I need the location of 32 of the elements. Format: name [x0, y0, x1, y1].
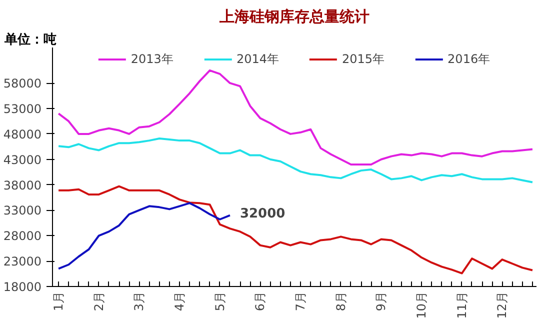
x-tick-label: 1月 — [52, 291, 66, 312]
x-tick-label: 4月 — [172, 291, 187, 312]
x-tick-label: 2月 — [92, 291, 106, 312]
y-tick-label: 43000 — [3, 152, 42, 167]
y-tick-label: 28000 — [3, 229, 42, 244]
x-tick-label: 3月 — [132, 291, 146, 312]
y-tick-label: 58000 — [3, 76, 42, 91]
line-series — [58, 185, 534, 274]
line-series — [58, 138, 534, 184]
legend-label: 2013年 — [130, 50, 174, 68]
y-tick-label: 53000 — [3, 102, 42, 116]
legend-label: 2015年 — [342, 50, 385, 68]
x-tick-label: 12月 — [495, 291, 510, 319]
x-tick-label: 7月 — [294, 291, 308, 312]
x-tick-label: 10月 — [414, 291, 429, 319]
line-series — [58, 69, 534, 166]
y-tick-label: 23000 — [3, 254, 42, 269]
x-tick-label: 9月 — [374, 291, 388, 312]
line-series — [58, 202, 231, 270]
y-tick-label: 48000 — [3, 127, 42, 142]
x-tick-label: 6月 — [253, 291, 268, 312]
x-tick-label: 11月 — [454, 291, 469, 319]
y-tick-label: 18000 — [3, 280, 42, 294]
y-tick-label: 38000 — [3, 178, 42, 192]
y-axis-title: 单位：吨 — [4, 32, 56, 48]
x-tick-label: 8月 — [334, 291, 348, 312]
annotation: 32000 — [240, 206, 286, 222]
y-tick-label: 33000 — [3, 204, 42, 218]
legend-label: 2016年 — [448, 50, 490, 68]
legend-label: 2014年 — [236, 50, 279, 68]
x-tick-label: 5月 — [212, 291, 227, 312]
chart-title: 上海硅钢库存总量统计 — [218, 8, 370, 26]
